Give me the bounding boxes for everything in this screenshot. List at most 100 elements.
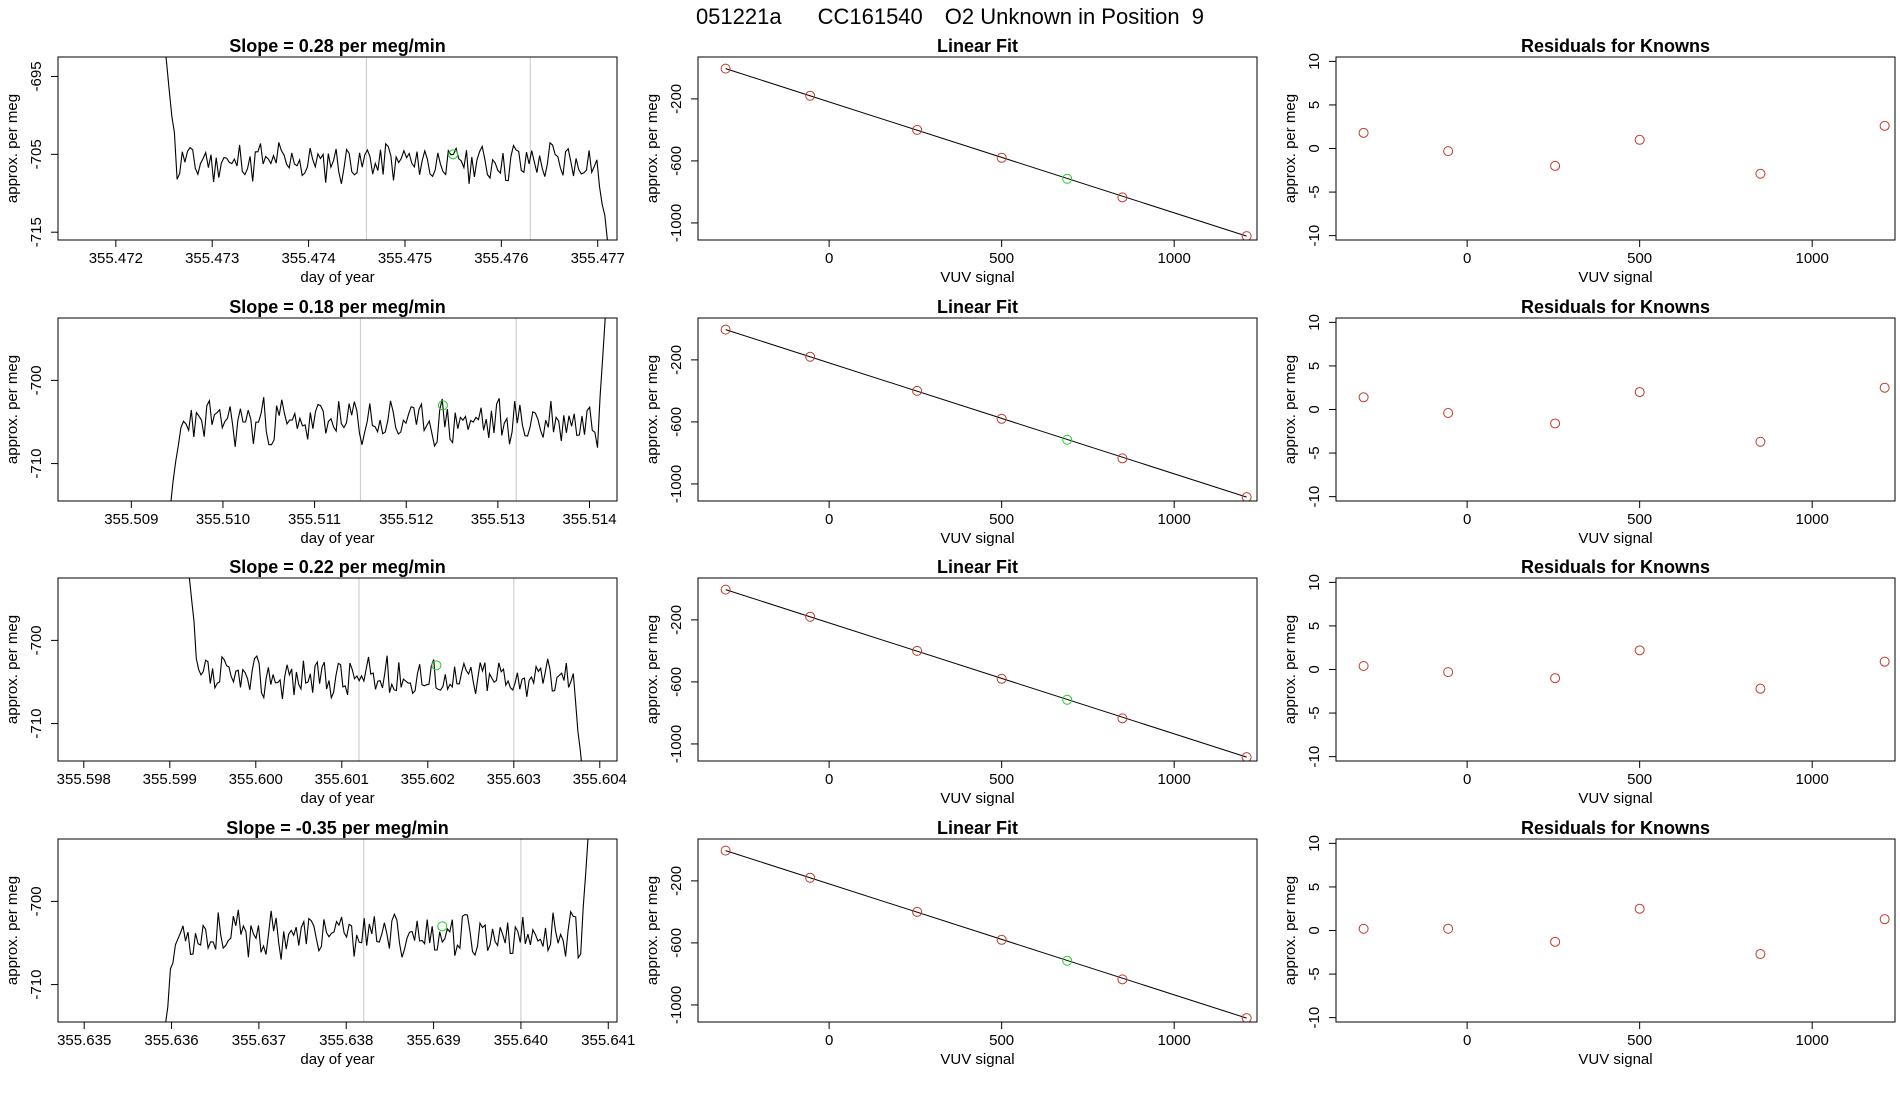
x-axis-label: VUV signal (940, 790, 1014, 807)
plot-frame (1335, 56, 1896, 241)
page-title: 051221a CC161540 O2 Unknown in Position … (0, 2, 1900, 32)
y-tick-label: -700 (28, 365, 45, 395)
plot-area (720, 63, 1252, 240)
x-tick-label: 355.636 (144, 1032, 198, 1049)
known-point (912, 906, 923, 917)
x-tick-label: 355.604 (573, 771, 627, 788)
y-tick-label: -600 (668, 667, 685, 697)
chart-title: Residuals for Knowns (1521, 297, 1710, 317)
y-axis-label: approx. per meg (4, 94, 21, 203)
x-tick-label: 500 (1627, 511, 1652, 528)
x-tick-label: 355.474 (281, 250, 335, 267)
known-point (1550, 936, 1561, 947)
y-tick-label: 10 (1306, 574, 1323, 591)
y-tick-label: -5 (1306, 185, 1323, 198)
x-tick-label: 355.475 (378, 250, 432, 267)
known-point (996, 934, 1007, 945)
x-tick-label: 1000 (1157, 511, 1190, 528)
x-tick-label: 355.512 (379, 511, 433, 528)
x-tick-label: 0 (825, 771, 833, 788)
plot-area (720, 584, 1252, 761)
plot-area (165, 57, 608, 240)
chart-title: Slope = -0.35 per meg/min (226, 818, 449, 838)
unknown-point (448, 149, 459, 160)
x-tick-label: 0 (1463, 511, 1471, 528)
x-tick-label: 1000 (1795, 250, 1828, 267)
chart-title: Residuals for Knowns (1521, 36, 1710, 56)
known-point (720, 845, 731, 856)
x-tick-label: 1000 (1795, 771, 1828, 788)
fit-line (725, 589, 1247, 758)
chart-panel-row3-col2: Linear Fit 0 500 1000 -200 -600 -1000 VUV signa… (644, 557, 1258, 807)
x-axis-label: day of year (300, 790, 374, 807)
plot-area (188, 578, 582, 761)
unknown-point (437, 921, 448, 932)
y-axis-label: approx. per meg (644, 876, 661, 985)
chart-title: Slope = 0.28 per meg/min (229, 36, 446, 56)
known-point (1879, 382, 1890, 393)
x-axis-label: VUV signal (1578, 790, 1652, 807)
unknown-point (1062, 694, 1073, 705)
y-tick-label: 10 (1306, 835, 1323, 852)
y-tick-label: -695 (28, 61, 45, 91)
known-point (1634, 645, 1645, 656)
y-tick-label: -5 (1306, 706, 1323, 719)
x-tick-label: 1000 (1795, 511, 1828, 528)
known-point (720, 63, 731, 74)
known-point (805, 351, 816, 362)
x-tick-label: 355.599 (143, 771, 197, 788)
fit-line (725, 329, 1247, 498)
x-axis-label: VUV signal (1578, 530, 1652, 547)
x-tick-label: 500 (989, 771, 1014, 788)
y-axis-label: approx. per meg (1282, 355, 1299, 464)
known-point (996, 673, 1007, 684)
plot-area (170, 318, 606, 501)
y-axis-label: approx. per meg (1282, 615, 1299, 724)
chart-panel-row4-col1: Slope = -0.35 per meg/min 355.635 355.636 3… (4, 818, 635, 1068)
known-point (1241, 231, 1252, 240)
chart-title: Residuals for Knowns (1521, 818, 1710, 838)
x-tick-label: 355.637 (232, 1032, 286, 1049)
x-tick-label: 0 (1463, 1032, 1471, 1049)
plot-area (165, 839, 589, 1022)
plot-frame (1335, 838, 1896, 1023)
known-point (1358, 127, 1369, 138)
chart-title: Residuals for Knowns (1521, 557, 1710, 577)
known-point (1443, 407, 1454, 418)
plot-frame (697, 577, 1258, 762)
x-tick-label: 500 (1627, 771, 1652, 788)
chart-panel-row1-col1: Slope = 0.28 per meg/min 355.472 355.473 35… (4, 36, 625, 286)
unknown-point (1062, 955, 1073, 966)
known-point (1358, 392, 1369, 403)
chart-panel-row4-col2: Linear Fit 0 500 1000 -200 -600 -1000 VUV signa… (644, 818, 1258, 1068)
x-tick-label: 500 (1627, 250, 1652, 267)
x-tick-label: 500 (989, 511, 1014, 528)
x-tick-label: 1000 (1157, 1032, 1190, 1049)
known-point (1755, 168, 1766, 179)
y-tick-label: -705 (28, 139, 45, 169)
y-axis-label: approx. per meg (1282, 94, 1299, 203)
x-tick-label: 500 (989, 250, 1014, 267)
plot-frame (57, 317, 618, 502)
known-point (1550, 673, 1561, 684)
x-tick-label: 1000 (1157, 250, 1190, 267)
known-point (1634, 903, 1645, 914)
y-tick-label: -710 (28, 449, 45, 479)
x-tick-label: 355.511 (288, 511, 341, 528)
x-tick-label: 355.601 (315, 771, 369, 788)
chart-panel-row2-col2: Linear Fit 0 500 1000 -200 -600 -1000 VUV signa… (644, 297, 1258, 547)
y-tick-label: -5 (1306, 967, 1323, 980)
series-line (188, 578, 582, 761)
x-axis-label: VUV signal (940, 530, 1014, 547)
y-tick-label: -600 (668, 407, 685, 437)
y-tick-label: 0 (1306, 665, 1323, 673)
y-tick-label: -200 (668, 84, 685, 114)
run-id: 051221a (695, 4, 782, 29)
known-point (1879, 120, 1890, 131)
known-point (720, 324, 731, 335)
y-axis-label: approx. per meg (1282, 876, 1299, 985)
y-tick-label: -200 (668, 345, 685, 375)
y-tick-label: -715 (28, 217, 45, 247)
y-tick-label: -10 (1306, 746, 1323, 768)
